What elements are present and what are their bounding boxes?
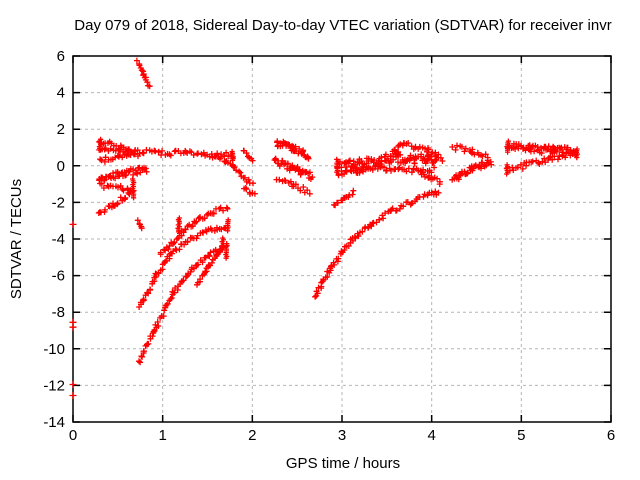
- y-tick-label: -4: [52, 231, 65, 248]
- y-tick-label: 4: [57, 85, 65, 102]
- axis-ticks: [72, 55, 612, 423]
- y-tick-label: 2: [57, 121, 65, 138]
- y-tick-label: -10: [43, 341, 65, 358]
- x-axis-title: GPS time / hours: [285, 455, 401, 472]
- x-tick-label: 3: [338, 427, 346, 444]
- y-tick-label: -2: [52, 194, 65, 211]
- y-tick-label: -6: [52, 268, 65, 285]
- x-tick-label: 0: [69, 427, 77, 444]
- grid-lines: [73, 56, 611, 422]
- data-points: [69, 57, 581, 399]
- x-tick-label: 2: [248, 427, 256, 444]
- y-tick-label: -8: [52, 304, 65, 321]
- x-tick-label: 5: [517, 427, 525, 444]
- y-tick-label: -14: [43, 414, 65, 431]
- y-tick-label: 0: [57, 158, 65, 175]
- chart-title: Day 079 of 2018, Sidereal Day-to-day VTE…: [74, 17, 612, 34]
- x-tick-label: 6: [607, 427, 615, 444]
- tick-labels: 0 1 2 3 4 5 6 6 4 2 0 -2 -4 -6 -8 -10 -12 -14: [43, 48, 615, 444]
- y-tick-label: 6: [57, 48, 65, 65]
- x-tick-label: 1: [158, 427, 166, 444]
- y-tick-label: -12: [43, 377, 65, 394]
- x-tick-label: 4: [427, 427, 435, 444]
